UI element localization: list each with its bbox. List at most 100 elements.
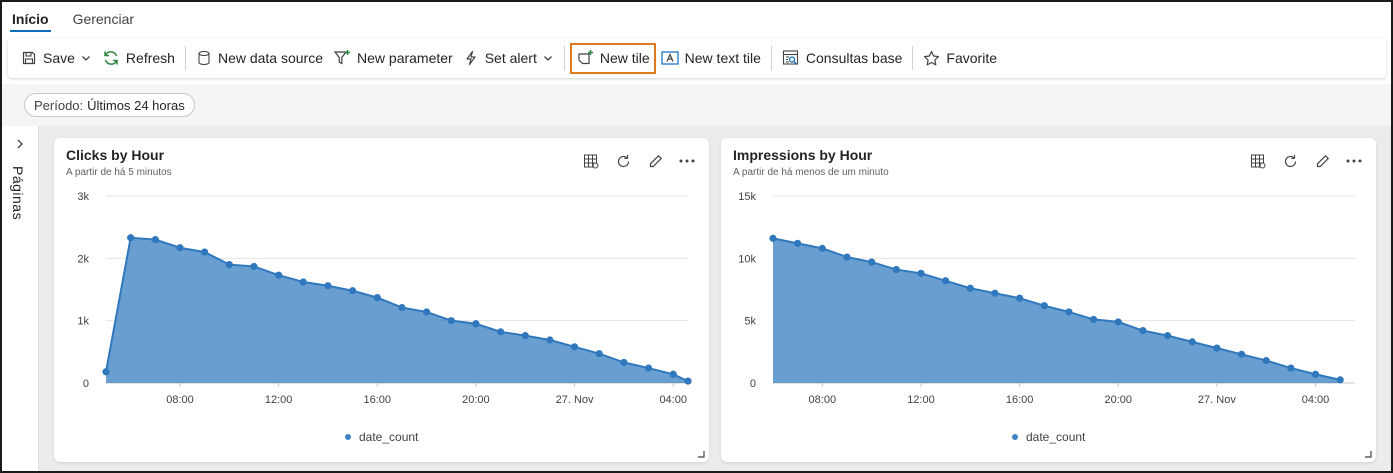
toolbar-divider [563, 46, 565, 70]
resize-handle-icon[interactable] [698, 451, 705, 458]
tile-subtitle: A partir de há menos de um minuto [733, 167, 889, 178]
database-icon [198, 50, 210, 66]
new-tile-button[interactable]: New tile [569, 42, 656, 74]
filter-add-icon [333, 50, 351, 65]
legend-marker [1012, 434, 1018, 440]
top-tabs: Início Gerenciar [2, 2, 1391, 32]
pencil-icon [649, 154, 662, 167]
favorite-label: Favorite [946, 50, 997, 66]
data-point [299, 278, 307, 286]
table-view-button[interactable] [575, 151, 607, 171]
pages-pane: Páginas [2, 126, 39, 471]
y-tick-label: 5k [744, 316, 756, 328]
chevron-down-icon[interactable] [542, 52, 554, 64]
data-point [102, 368, 110, 376]
resize-handle-icon[interactable] [1365, 451, 1372, 458]
legend-marker [345, 434, 351, 440]
data-point [644, 364, 653, 372]
table-icon [584, 154, 599, 169]
data-point [151, 236, 159, 244]
data-point [917, 269, 925, 277]
edit-tile-button[interactable] [1306, 151, 1338, 171]
x-tick-label: 04:00 [659, 394, 687, 406]
consultas-base-button[interactable]: Consultas base [777, 43, 908, 73]
data-point [595, 350, 603, 358]
x-tick-label: 16:00 [364, 394, 392, 406]
x-tick-label: 04:00 [1302, 394, 1330, 406]
data-point [1139, 327, 1147, 335]
time-range-filter[interactable]: Período: Últimos 24 horas [24, 93, 195, 117]
tab-gerenciar[interactable]: Gerenciar [72, 11, 135, 27]
impressions-chart: 0 5k 10k 15k 08:00 12:00 16:00 20:00 27. Nov 04:0… [738, 191, 1355, 406]
new-data-source-label: New data source [217, 50, 324, 66]
chevron-down-icon[interactable] [80, 52, 92, 64]
tab-inicio[interactable]: Início [10, 11, 51, 32]
legend-label: date_count [1026, 430, 1086, 444]
toolbar-divider [912, 46, 914, 70]
text-box-icon [661, 51, 679, 65]
refresh-label: Refresh [125, 50, 175, 66]
toolbar: Save Refresh New data source New paramet… [8, 38, 1386, 78]
series-area [773, 238, 1341, 383]
pages-label[interactable]: Páginas [10, 166, 26, 221]
data-point [1089, 315, 1098, 324]
lightning-icon [466, 50, 476, 66]
data-point [669, 370, 677, 378]
filter-label: Período: [34, 97, 84, 113]
refresh-button[interactable]: Refresh [97, 43, 180, 73]
refresh-tile-button[interactable] [1274, 151, 1306, 171]
data-point [250, 262, 258, 271]
tile-actions [1242, 151, 1370, 171]
data-point [570, 343, 579, 351]
refresh-tile-button[interactable] [607, 151, 639, 171]
data-point [472, 320, 480, 328]
y-tick-label: 15k [738, 191, 756, 203]
toolbar-divider [184, 46, 186, 70]
data-point [349, 287, 357, 295]
data-point [620, 358, 628, 367]
chart-legend[interactable]: date_count [345, 430, 418, 444]
table-view-button[interactable] [1242, 151, 1274, 171]
data-point [447, 317, 455, 325]
save-button[interactable]: Save [16, 43, 97, 73]
series-line [772, 237, 1341, 381]
tile-actions [575, 151, 703, 171]
x-tick-label: 16:00 [1006, 394, 1034, 406]
data-point [1016, 294, 1024, 302]
tile-clicks-by-hour[interactable]: Clicks by Hour A partir de há 5 minutos … [54, 138, 709, 462]
new-tile-icon [578, 50, 593, 65]
y-tick-label: 3k [77, 191, 89, 203]
data-point [1262, 356, 1270, 365]
tile-impressions-by-hour[interactable]: Impressions by Hour A partir de há menos… [721, 138, 1376, 462]
data-point [398, 303, 406, 312]
more-options-button[interactable] [1338, 151, 1370, 171]
data-point [422, 308, 431, 316]
pencil-icon [1316, 154, 1329, 167]
star-icon [924, 50, 940, 65]
data-point [769, 234, 777, 242]
ellipsis-icon [1346, 159, 1362, 163]
refresh-icon [104, 51, 118, 65]
set-alert-button[interactable]: Set alert [458, 43, 559, 73]
data-point [1163, 332, 1172, 340]
favorite-button[interactable]: Favorite [918, 43, 1002, 73]
clicks-chart: 0 1k 2k 3k 08:00 12:00 16:00 20:00 27. Nov 04:00 [77, 191, 692, 406]
data-point [684, 377, 692, 385]
new-data-source-button[interactable]: New data source [191, 43, 328, 73]
x-tick-label: 12:00 [907, 394, 935, 406]
data-point [892, 265, 900, 274]
data-point [942, 277, 950, 285]
x-tick-label: 27. Nov [556, 394, 594, 406]
chevron-right-icon[interactable] [14, 138, 26, 150]
data-point [324, 282, 332, 290]
chart-legend[interactable]: date_count [1012, 430, 1085, 444]
new-tile-label: New tile [599, 50, 650, 66]
new-parameter-button[interactable]: New parameter [328, 43, 458, 73]
more-options-button[interactable] [671, 151, 703, 171]
data-point [1213, 344, 1221, 352]
new-text-tile-button[interactable]: New text tile [656, 43, 766, 73]
save-icon [22, 51, 36, 65]
set-alert-label: Set alert [484, 50, 537, 66]
tile-title: Impressions by Hour [733, 147, 873, 163]
edit-tile-button[interactable] [639, 151, 671, 171]
